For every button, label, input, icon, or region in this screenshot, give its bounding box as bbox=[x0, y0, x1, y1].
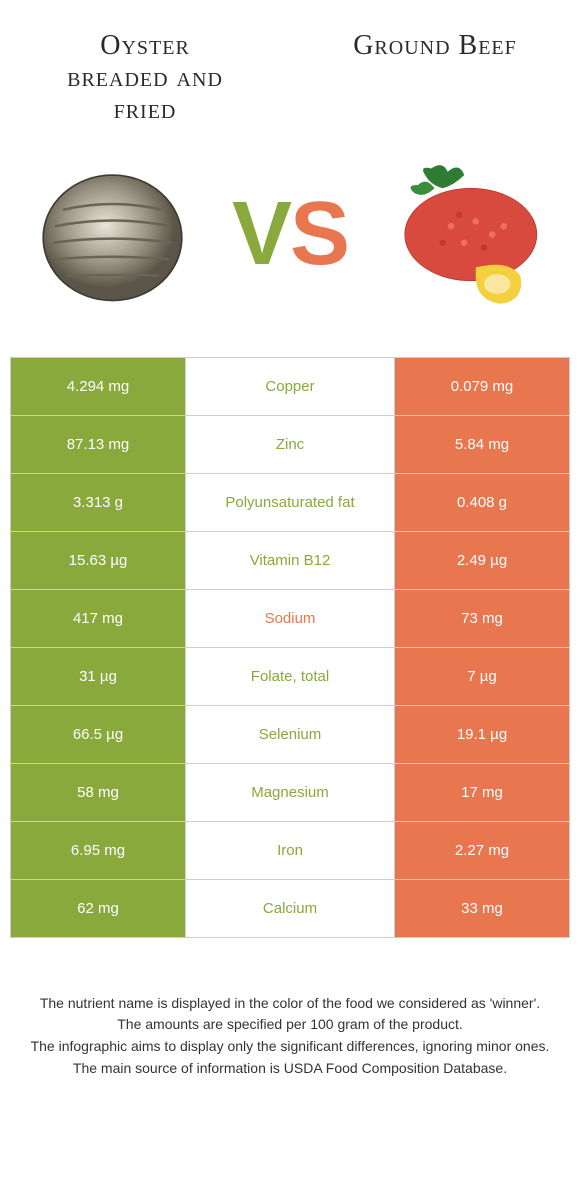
value-left: 6.95 mg bbox=[11, 822, 186, 879]
footer-line: The amounts are specified per 100 gram o… bbox=[20, 1014, 560, 1036]
vs-s: S bbox=[290, 183, 348, 286]
footer-line: The infographic aims to display only the… bbox=[20, 1036, 560, 1058]
value-left: 62 mg bbox=[11, 880, 186, 937]
table-row: 87.13 mgZinc5.84 mg bbox=[11, 416, 569, 474]
table-row: 417 mgSodium73 mg bbox=[11, 590, 569, 648]
nutrient-name: Polyunsaturated fat bbox=[186, 494, 394, 511]
value-left: 417 mg bbox=[11, 590, 186, 647]
table-row: 31 µgFolate, total7 µg bbox=[11, 648, 569, 706]
table-row: 66.5 µgSelenium19.1 µg bbox=[11, 706, 569, 764]
nutrient-name: Iron bbox=[186, 842, 394, 859]
value-right: 73 mg bbox=[394, 590, 569, 647]
nutrient-name: Vitamin B12 bbox=[186, 552, 394, 569]
value-left: 15.63 µg bbox=[11, 532, 186, 589]
table-row: 15.63 µgVitamin B122.49 µg bbox=[11, 532, 569, 590]
food-a-image bbox=[30, 152, 195, 317]
footer-line: The nutrient name is displayed in the co… bbox=[20, 993, 560, 1015]
value-right: 17 mg bbox=[394, 764, 569, 821]
nutrient-name: Folate, total bbox=[186, 668, 394, 685]
table-row: 62 mgCalcium33 mg bbox=[11, 880, 569, 938]
value-left: 58 mg bbox=[11, 764, 186, 821]
food-b-image bbox=[385, 152, 550, 317]
value-right: 0.079 mg bbox=[394, 358, 569, 415]
nutrient-name: Zinc bbox=[186, 436, 394, 453]
nutrient-name: Sodium bbox=[186, 610, 394, 627]
value-left: 31 µg bbox=[11, 648, 186, 705]
value-left: 3.313 g bbox=[11, 474, 186, 531]
table-row: 3.313 gPolyunsaturated fat0.408 g bbox=[11, 474, 569, 532]
value-right: 33 mg bbox=[394, 880, 569, 937]
value-right: 7 µg bbox=[394, 648, 569, 705]
value-right: 19.1 µg bbox=[394, 706, 569, 763]
footer-notes: The nutrient name is displayed in the co… bbox=[0, 938, 580, 1100]
nutrient-name: Magnesium bbox=[186, 784, 394, 801]
vs-label: V S bbox=[232, 183, 348, 286]
vs-v: V bbox=[232, 183, 290, 286]
nutrient-name: Calcium bbox=[186, 900, 394, 917]
value-right: 0.408 g bbox=[394, 474, 569, 531]
food-a-title: Oyster breaded and fried bbox=[50, 30, 240, 127]
value-left: 66.5 µg bbox=[11, 706, 186, 763]
value-right: 2.27 mg bbox=[394, 822, 569, 879]
table-row: 6.95 mgIron2.27 mg bbox=[11, 822, 569, 880]
value-left: 87.13 mg bbox=[11, 416, 186, 473]
footer-line: The main source of information is USDA F… bbox=[20, 1058, 560, 1080]
table-row: 4.294 mgCopper0.079 mg bbox=[11, 358, 569, 416]
nutrient-name: Copper bbox=[186, 378, 394, 395]
nutrient-name: Selenium bbox=[186, 726, 394, 743]
table-row: 58 mgMagnesium17 mg bbox=[11, 764, 569, 822]
nutrient-table: 4.294 mgCopper0.079 mg87.13 mgZinc5.84 m… bbox=[10, 357, 570, 938]
value-right: 2.49 µg bbox=[394, 532, 569, 589]
value-left: 4.294 mg bbox=[11, 358, 186, 415]
food-b-title: Ground Beef bbox=[340, 30, 530, 127]
value-right: 5.84 mg bbox=[394, 416, 569, 473]
